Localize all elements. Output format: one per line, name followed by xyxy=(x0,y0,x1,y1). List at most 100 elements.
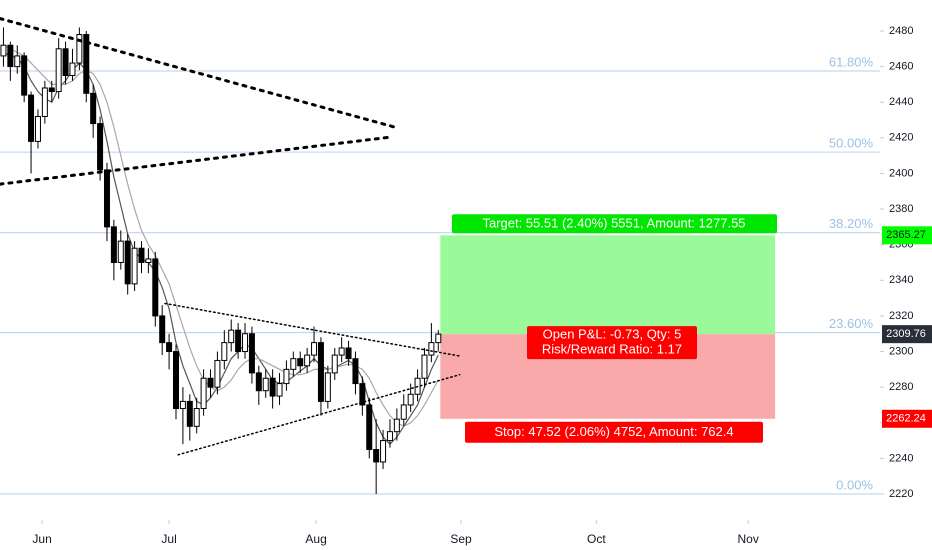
candle-body xyxy=(386,431,393,442)
candle-body xyxy=(62,48,69,77)
fib-label: 61.80% xyxy=(829,54,874,69)
trendline xyxy=(0,135,394,186)
candle-body xyxy=(76,34,83,64)
candle-body xyxy=(421,354,428,379)
x-tick-label: Oct xyxy=(587,532,606,546)
candle-body xyxy=(21,55,28,96)
candle-body xyxy=(331,354,338,374)
y-tick-label: 2380 xyxy=(889,203,913,215)
candle-body xyxy=(166,342,173,353)
y-tick-label: 2480 xyxy=(889,25,913,37)
y-tick-label: 2440 xyxy=(889,96,913,108)
fib-label: 38.20% xyxy=(829,216,874,231)
candle-body xyxy=(159,315,166,344)
candle-body xyxy=(0,44,7,57)
y-tick-label: 2420 xyxy=(889,132,913,144)
target-label-bg xyxy=(452,214,777,234)
price-tag-bg xyxy=(882,409,932,428)
candle-body xyxy=(117,240,124,263)
candle-body xyxy=(228,329,235,344)
candle-body xyxy=(242,333,249,353)
candle-body xyxy=(83,34,90,94)
candle-body xyxy=(380,440,387,463)
candle-body xyxy=(297,358,304,367)
candle-body xyxy=(255,372,262,392)
candle-body xyxy=(48,87,55,93)
pnl-label-bg xyxy=(527,326,697,360)
candle-body xyxy=(393,418,400,433)
candle-body xyxy=(359,383,366,406)
y-tick-label: 2320 xyxy=(889,310,913,322)
candle-body xyxy=(97,123,104,171)
price-tag-bg xyxy=(882,226,932,245)
candle-body xyxy=(290,358,297,370)
moving-average xyxy=(3,51,439,445)
candle-body xyxy=(262,377,269,392)
candle-body xyxy=(179,400,186,410)
x-tick-label: Aug xyxy=(305,532,326,546)
y-tick-label: 2300 xyxy=(889,345,913,357)
candle-body xyxy=(435,333,442,344)
candle-body xyxy=(304,354,311,367)
fib-label: 50.00% xyxy=(829,136,874,151)
candle-body xyxy=(131,247,138,285)
trendline xyxy=(164,302,461,357)
candle-body xyxy=(110,226,117,263)
candle-body xyxy=(41,87,48,117)
candle-body xyxy=(283,368,290,385)
y-tick-label: 2220 xyxy=(889,488,913,500)
candle-body xyxy=(103,169,110,228)
y-tick-label: 2460 xyxy=(889,61,913,73)
fib-label: 0.00% xyxy=(836,477,873,492)
candle-body xyxy=(352,358,359,385)
candle-body xyxy=(124,240,131,285)
candle-body xyxy=(345,347,352,360)
candle-body xyxy=(145,258,152,263)
candle-body xyxy=(193,408,200,427)
stop-label: Stop: 47.52 (2.06%) 4752, Amount: 762.4 xyxy=(494,424,733,439)
x-tick-label: Nov xyxy=(738,532,759,546)
candle-body xyxy=(400,404,407,420)
moving-average xyxy=(3,44,439,428)
candle-body xyxy=(214,359,221,388)
candle-body xyxy=(7,44,14,68)
price-tag-bg xyxy=(882,325,932,344)
ratio-label: Risk/Reward Ratio: 1.17 xyxy=(542,342,682,357)
candle-body xyxy=(152,258,159,317)
price-tag: 2262.24 xyxy=(886,413,926,425)
candle-body xyxy=(248,333,255,374)
candle-body xyxy=(207,377,214,388)
candle-body xyxy=(235,329,242,353)
candle-body xyxy=(200,377,207,410)
candle-body xyxy=(138,247,145,263)
stop-label-bg xyxy=(465,421,763,443)
y-tick-label: 2240 xyxy=(889,452,913,464)
candle-body xyxy=(311,342,318,356)
candle-body xyxy=(428,342,435,356)
y-tick-label: 2340 xyxy=(889,274,913,286)
y-tick-label: 2280 xyxy=(889,381,913,393)
candle-body xyxy=(186,400,193,427)
trendline xyxy=(0,17,397,129)
x-tick-label: Sep xyxy=(450,532,472,546)
candle-body xyxy=(317,342,324,402)
pnl-label: Open P&L: -0.73, Qty: 5 xyxy=(543,327,682,342)
target-label: Target: 55.51 (2.40%) 5551, Amount: 1277… xyxy=(482,216,745,231)
price-tag: 2365.27 xyxy=(886,229,926,241)
candle-body xyxy=(69,62,76,77)
candle-body xyxy=(324,372,331,402)
candle-body xyxy=(338,347,345,356)
price-tag: 2309.76 xyxy=(886,328,926,340)
candle-body xyxy=(14,55,21,68)
candle-body xyxy=(221,342,228,361)
candle-body xyxy=(90,92,97,125)
candle-body xyxy=(407,393,414,406)
candle-body xyxy=(276,383,283,397)
candle-body xyxy=(269,377,276,397)
candle-body xyxy=(55,48,62,93)
fib-label: 23.60% xyxy=(829,316,874,331)
candle-body xyxy=(28,94,35,142)
y-tick-label: 2400 xyxy=(889,167,913,179)
trendline xyxy=(177,373,461,456)
